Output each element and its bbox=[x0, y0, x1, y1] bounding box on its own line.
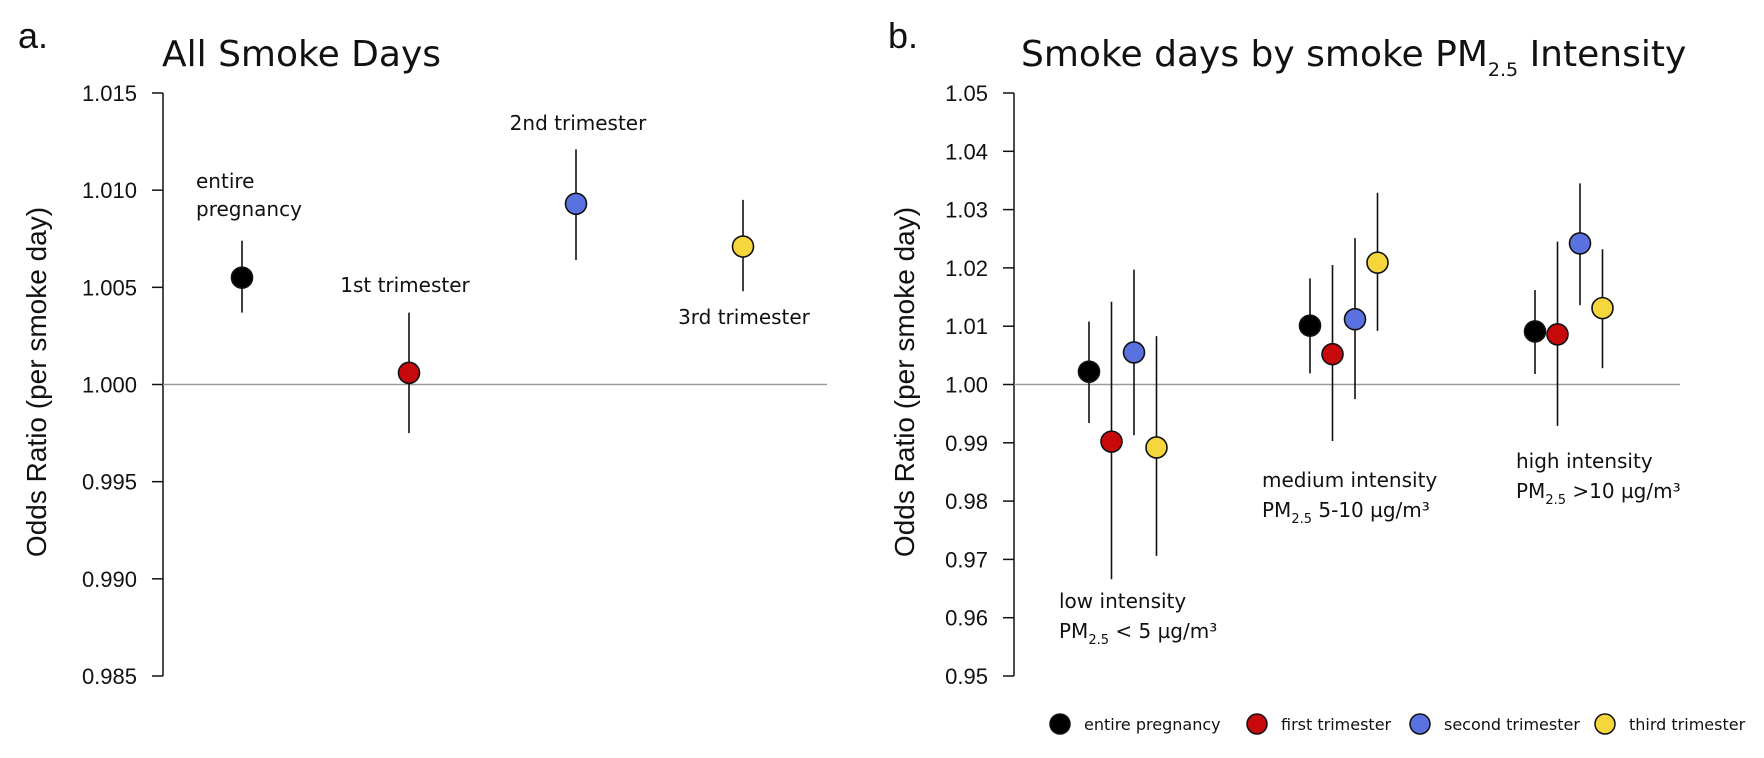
panel-b-first-group0-point bbox=[1100, 430, 1123, 453]
group-pm-medium-text: PM bbox=[1262, 498, 1291, 522]
panel-b-second-group1-point bbox=[1343, 307, 1367, 331]
panel-b-title-main: Smoke days by smoke PM bbox=[1021, 34, 1488, 75]
panel-b-y-tick-label: 0.96 bbox=[945, 606, 988, 631]
group-pm-medium-sub: 2.5 bbox=[1291, 512, 1312, 527]
group-pm-medium-rest: 5-10 µg/m³ bbox=[1312, 498, 1430, 522]
group-pm-low-text: PM bbox=[1059, 619, 1088, 643]
group-pm-low: PM2.5 < 5 µg/m³ bbox=[1059, 619, 1217, 648]
panel-b-y-tick-label: 0.98 bbox=[945, 489, 988, 514]
panel-b-y-tick-label: 1.01 bbox=[945, 314, 988, 339]
panel-a-third-point bbox=[731, 235, 755, 258]
panel-b-second-group0-point bbox=[1122, 341, 1146, 364]
annotation-entire-line1: entire bbox=[196, 169, 254, 193]
panel-b-first-group1-point bbox=[1321, 342, 1344, 366]
legend-label-third: third trimester bbox=[1629, 715, 1746, 734]
panel-b-third-group1-point bbox=[1366, 251, 1389, 274]
legend-marker-entire bbox=[1049, 713, 1071, 735]
group-pm-high-text: PM bbox=[1516, 479, 1545, 503]
panel-a-y-tick-label: 1.015 bbox=[82, 81, 137, 106]
panel-b-title-tail: Intensity bbox=[1518, 34, 1686, 75]
panel-b-third-group0-point bbox=[1145, 436, 1168, 459]
group-pm-medium: PM2.5 5-10 µg/m³ bbox=[1262, 498, 1430, 527]
panel-b-y-tick-label: 0.97 bbox=[945, 547, 988, 572]
panel-a-y-tick-label: 1.000 bbox=[82, 373, 137, 398]
panel-b-y-tick-label: 1.04 bbox=[945, 139, 988, 164]
panel-b-first-group2-point bbox=[1546, 323, 1569, 346]
panel-a-y-tick-label: 0.995 bbox=[82, 470, 137, 495]
panel-b-letter: b. bbox=[888, 15, 918, 56]
group-label-low: low intensity bbox=[1059, 589, 1186, 613]
group-pm-low-sub: 2.5 bbox=[1088, 633, 1109, 648]
panel-b-y-axis-label: Odds Ratio (per smoke day) bbox=[889, 207, 920, 557]
legend-marker-third bbox=[1594, 713, 1616, 735]
group-pm-low-rest: < 5 µg/m³ bbox=[1109, 619, 1217, 643]
group-pm-high: PM2.5 >10 µg/m³ bbox=[1516, 479, 1681, 508]
panel-a-letter: a. bbox=[18, 15, 48, 56]
legend-label-second: second trimester bbox=[1444, 715, 1580, 734]
panel-b-third-group2-point bbox=[1591, 296, 1614, 320]
group-label-high: high intensity bbox=[1516, 449, 1653, 473]
panel-a-y-tick-label: 1.010 bbox=[82, 178, 137, 203]
panel-a-y-tick-label: 0.990 bbox=[82, 567, 137, 592]
panel-b-entire-group2-point bbox=[1523, 320, 1547, 343]
legend: entire pregnancy first trimester second … bbox=[1049, 713, 1746, 735]
annotation-third-trimester: 3rd trimester bbox=[678, 305, 811, 329]
legend-label-first: first trimester bbox=[1281, 715, 1392, 734]
panel-b-y-tick-label: 0.95 bbox=[945, 664, 988, 689]
group-pm-high-rest: >10 µg/m³ bbox=[1566, 479, 1681, 503]
panel-a-y-tick-label: 0.985 bbox=[82, 664, 137, 689]
panel-b-second-group2-point bbox=[1568, 232, 1592, 255]
legend-label-entire: entire pregnancy bbox=[1084, 715, 1221, 734]
panel-b-y-tick-label: 1.05 bbox=[945, 81, 988, 106]
panel-a-second-point bbox=[564, 192, 588, 216]
annotation-second-trimester: 2nd trimester bbox=[510, 111, 647, 135]
panel-a-plot: 0.985 0.990 0.995 1.000 1.005 1.010 1.015 bbox=[82, 81, 827, 689]
panel-b-title-subscript: 2.5 bbox=[1488, 59, 1518, 81]
panel-a-first-point bbox=[397, 361, 421, 385]
annotation-first-trimester: 1st trimester bbox=[340, 273, 470, 297]
panel-b-plot: 0.95 0.96 0.97 0.98 0.99 1.00 1.01 1.02 1.03 1.04… bbox=[945, 81, 1680, 689]
panel-a-title: All Smoke Days bbox=[162, 34, 441, 75]
panel-b-y-tick-label: 0.99 bbox=[945, 431, 988, 456]
panel-b-y-tick-label: 1.03 bbox=[945, 198, 988, 223]
annotation-entire-line2: pregnancy bbox=[196, 197, 302, 221]
group-pm-high-sub: 2.5 bbox=[1545, 493, 1566, 508]
panel-b-y-tick-label: 1.02 bbox=[945, 256, 988, 281]
panel-b-entire-group1-point bbox=[1298, 314, 1322, 337]
panel-b-title: Smoke days by smoke PM2.5 Intensity bbox=[1021, 34, 1686, 81]
legend-marker-first bbox=[1246, 713, 1268, 735]
panel-a-y-axis-label: Odds Ratio (per smoke day) bbox=[21, 207, 52, 557]
legend-marker-second bbox=[1409, 713, 1431, 735]
panel-b-y-tick-label: 1.00 bbox=[945, 373, 988, 398]
panel-b-entire-group0-point bbox=[1077, 360, 1101, 383]
group-label-medium: medium intensity bbox=[1262, 468, 1437, 492]
panel-a-y-tick-label: 1.005 bbox=[82, 275, 137, 300]
panel-a-entire-point bbox=[230, 266, 254, 289]
